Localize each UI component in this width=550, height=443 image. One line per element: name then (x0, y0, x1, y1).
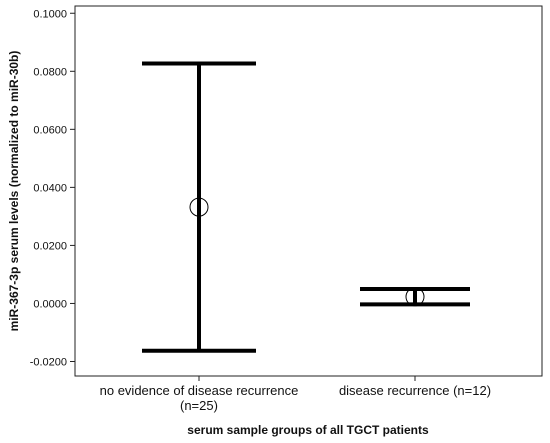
y-axis-title: miR-367-3p serum levels (normalized to m… (7, 51, 21, 332)
y-tick-label: 0.0600 (33, 124, 67, 136)
x-category-label: (n=25) (180, 398, 218, 413)
y-tick-label: 0.0200 (33, 240, 67, 252)
x-category-label: no evidence of disease recurrence (100, 383, 299, 398)
x-category-label: disease recurrence (n=12) (339, 383, 491, 398)
y-tick-label: 0.0400 (33, 182, 67, 194)
plot-frame (74, 5, 543, 377)
mean-marker (405, 287, 425, 307)
error-bars (142, 61, 470, 381)
y-axis: -0.0200 0.0000 0.0200 0.0400 0.0600 0.0800 0.1… (30, 8, 75, 368)
y-tick-label: -0.0200 (30, 356, 67, 368)
mean-marker (189, 197, 209, 217)
y-tick-label: 0.1000 (33, 8, 67, 20)
y-tick-label: 0.0000 (33, 298, 67, 310)
y-tick-label: 0.0800 (33, 66, 67, 78)
x-axis-title: serum sample groups of all TGCT patients (187, 423, 429, 437)
x-axis-category-labels: no evidence of disease recurrence(n=25) d… (100, 383, 491, 413)
